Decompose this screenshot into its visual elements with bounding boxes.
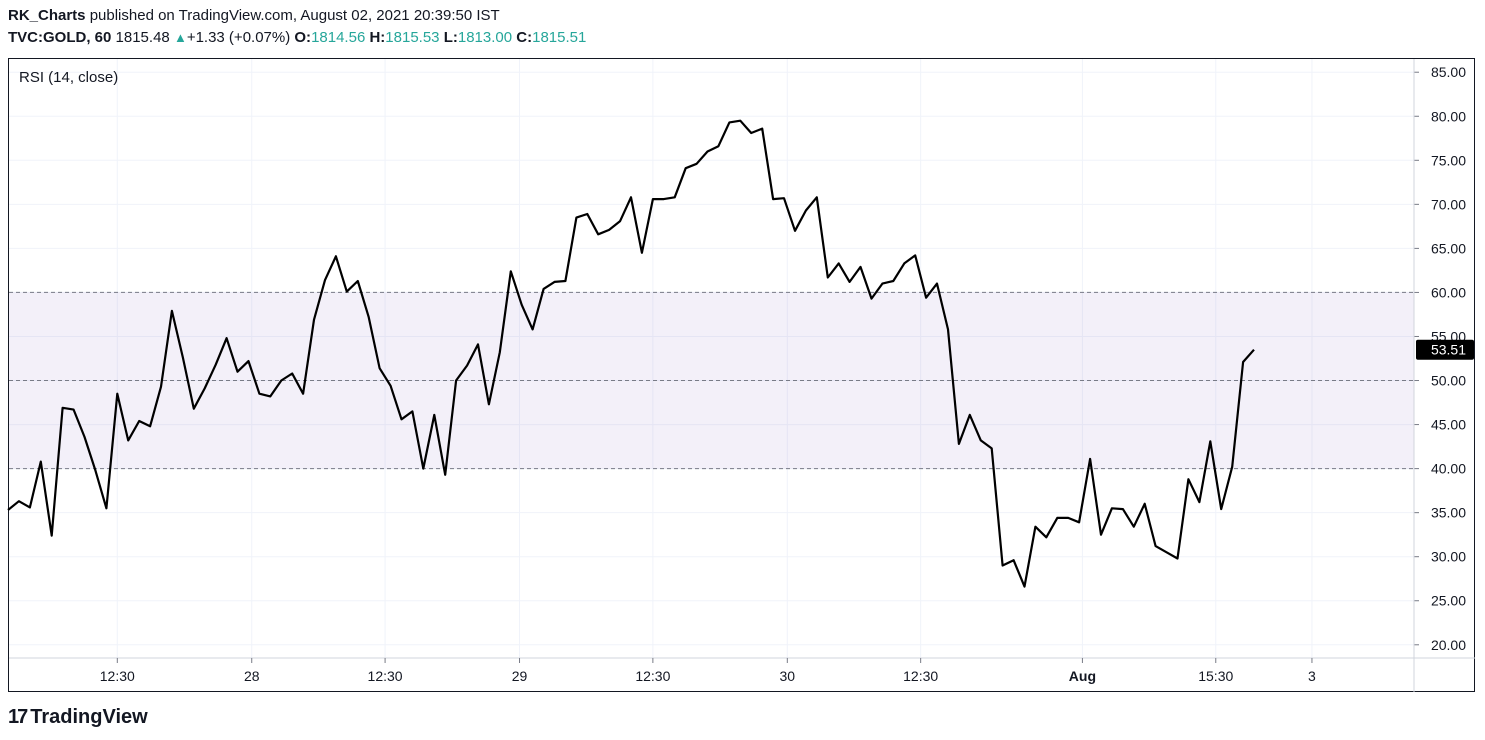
x-tick-label: 30 [780,668,796,684]
rsi-bands [9,291,1414,470]
last-value-marker: 53.51 [1416,339,1474,360]
last-value-label: 53.51 [1431,342,1466,358]
x-tick-label: Aug [1069,668,1096,684]
last-value-box [1416,339,1474,360]
y-tick-label: 30.00 [1431,549,1466,565]
low-value: 1813.00 [457,29,513,46]
open-label: O: [294,29,312,46]
high-label: H: [369,29,386,46]
y-tick-label: 85.00 [1431,64,1466,80]
author-name[interactable]: RK_Charts [8,7,86,24]
last-price: 1815.48 [115,29,170,46]
y-tick-label: 50.00 [1431,373,1466,389]
x-tick-label: 12:30 [635,668,670,684]
y-tick-label: 25.00 [1431,593,1466,609]
x-tick-label: 28 [244,668,260,684]
price-change: +1.33 (+0.07%) [186,29,291,46]
x-axis: 12:30 28 12:30 29 12:30 30 12:30 Aug 15:30 3 [9,657,1475,684]
high-value: 1815.53 [385,29,440,46]
y-tick-label: 60.00 [1431,284,1466,300]
symbol-info: TVC:GOLD, 60 1815.48 ▲+1.33 (+0.07%) O:1… [8,29,586,46]
low-label: L: [443,29,458,46]
rsi-line [7,119,1255,588]
open-value: 1814.56 [311,29,366,46]
chart-frame[interactable] [8,58,1475,692]
close-value: 1815.51 [532,29,587,46]
x-tick-label: 12:30 [100,668,135,684]
y-axis: 85.0080.0075.0070.0065.0060.0055.0050.00… [1413,59,1466,692]
y-tick-label: 80.00 [1431,108,1466,124]
x-tick-label: 15:30 [1198,668,1233,684]
x-tick-label: 29 [512,668,528,684]
publish-info: RK_Charts published on TradingView.com, … [8,7,500,24]
symbol-label: TVC:GOLD, 60 [8,29,112,46]
y-tick-label: 45.00 [1431,417,1466,433]
y-tick-label: 40.00 [1431,461,1466,477]
y-tick-label: 70.00 [1431,196,1466,212]
y-tick-label: 35.00 [1431,505,1466,521]
tradingview-logo[interactable]: 17 TradingView [8,706,148,729]
y-tick-label: 75.00 [1431,152,1466,168]
tradingview-logo-icon: 17 [8,706,28,728]
y-tick-label: 20.00 [1431,637,1466,653]
published-text: published on TradingView.com, August 02,… [85,7,500,24]
x-tick-label: 12:30 [368,668,403,684]
x-tick-label: 12:30 [903,668,938,684]
chart-title: RSI (14, close) [19,69,118,86]
x-tick-label: 3 [1308,668,1316,684]
close-label: C: [516,29,533,46]
y-tick-label: 65.00 [1431,240,1466,256]
arrow-up-icon: ▲ [173,30,187,45]
logo-text: TradingView [30,706,148,728]
